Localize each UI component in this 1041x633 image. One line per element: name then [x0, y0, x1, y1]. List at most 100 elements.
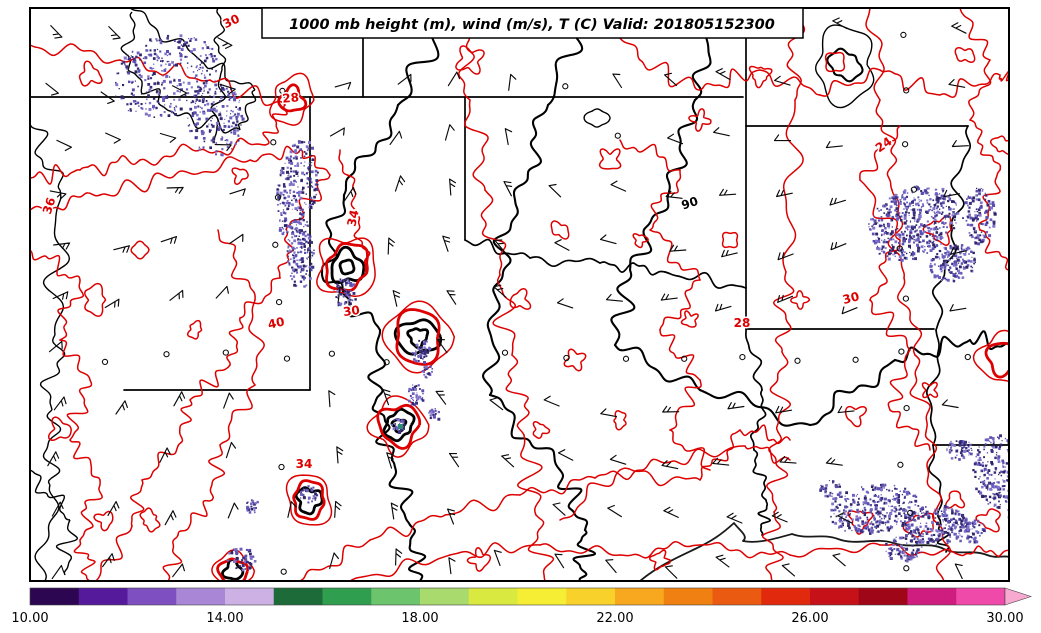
wind-barb: [830, 241, 847, 251]
calm-wind-circle: [383, 359, 390, 366]
wind-barb: [389, 130, 403, 145]
colorbar-segment: [956, 588, 1006, 605]
calm-wind-circle: [275, 298, 283, 306]
wind-barb: [775, 405, 793, 414]
colorbar-segment: [566, 588, 616, 605]
wind-barb: [612, 73, 623, 89]
wind-barb: [548, 183, 562, 198]
calm-wind-circle: [280, 568, 287, 575]
wind-barb: [721, 249, 738, 258]
wind-barb: [48, 340, 63, 353]
wind-barb: [336, 446, 344, 464]
wind-barb: [493, 549, 502, 566]
wind-barb: [343, 186, 357, 202]
calm-wind-circle: [272, 241, 279, 248]
wind-barb: [609, 454, 627, 465]
wind-barb: [51, 501, 64, 517]
wind-barb: [447, 71, 461, 87]
wind-barb: [774, 75, 791, 86]
wind-barb: [832, 553, 846, 567]
calm-wind-circle: [901, 141, 909, 148]
colorbar-segment: [810, 588, 860, 605]
wind-barb: [104, 298, 120, 309]
wind-barb: [446, 290, 457, 305]
wind-barb: [714, 303, 732, 312]
wind-barb: [841, 306, 858, 315]
wind-barb: [227, 502, 239, 519]
colorbar-segment: [420, 588, 470, 605]
wind-barb: [664, 565, 678, 579]
wind-barb: [436, 339, 448, 354]
colorbar-arrow: [1004, 587, 1032, 606]
calm-wind-circle: [278, 463, 285, 471]
wind-barb: [715, 554, 730, 568]
wind-barb: [494, 239, 506, 254]
calm-wind-circle: [563, 354, 570, 362]
contour-label: 28: [734, 316, 751, 330]
wind-barb: [50, 25, 63, 39]
wind-barb: [773, 134, 792, 142]
wind-barb: [390, 502, 399, 520]
contour-label: 30: [841, 289, 861, 307]
calm-wind-circle: [900, 31, 907, 39]
map-title: 1000 mb height (m), wind (m/s), T (C) Va…: [289, 17, 775, 33]
wind-barb: [669, 244, 687, 252]
wind-barb: [554, 239, 570, 251]
wind-barb: [837, 405, 855, 414]
wind-barb: [661, 460, 679, 470]
calm-wind-circle: [852, 356, 859, 363]
wind-barb: [173, 391, 186, 407]
teal-max-cell: [398, 424, 403, 429]
colorbar-segment: [127, 588, 177, 605]
wind-barb: [102, 553, 115, 568]
wind-barb: [171, 85, 188, 97]
wind-barb: [397, 73, 412, 85]
wind-barb: [100, 91, 115, 104]
wind-barb: [662, 405, 680, 413]
colorbar-segment: [663, 588, 714, 605]
wind-barb: [825, 141, 843, 149]
wind-barb: [334, 81, 352, 90]
wind-barb: [107, 501, 120, 516]
wind-barb: [217, 37, 233, 49]
wind-barb: [610, 180, 627, 192]
wind-barb: [113, 245, 130, 253]
wind-barb: [504, 128, 513, 146]
wind-barb: [160, 236, 178, 244]
wind-barb: [832, 17, 848, 30]
calm-wind-circle: [163, 351, 170, 358]
wind-barb: [115, 400, 128, 415]
colorbar: [29, 587, 1032, 606]
wind-barb: [164, 510, 177, 526]
wind-barb: [214, 143, 232, 152]
calm-wind-circle: [283, 355, 291, 362]
calm-wind-circle: [896, 245, 903, 252]
wind-barb: [108, 26, 121, 40]
colorbar-segment: [30, 588, 80, 605]
colorbar-segment: [858, 588, 909, 605]
colorbar-tick-label: 26.00: [791, 611, 828, 626]
wind-barb: [53, 396, 67, 411]
wind-barb: [444, 124, 455, 141]
title-box: [261, 7, 804, 39]
colorbar-segment: [761, 588, 811, 605]
calm-wind-circle: [903, 565, 910, 572]
wind-barb: [781, 563, 796, 577]
wind-barb: [287, 501, 297, 518]
wind-barb: [382, 389, 391, 406]
wind-barb: [663, 506, 679, 518]
calm-wind-circle: [903, 87, 910, 94]
wind-barb: [493, 284, 507, 298]
wind-barb: [166, 186, 184, 194]
wind-barb: [713, 127, 730, 137]
wind-barb: [49, 190, 67, 200]
calm-wind-circle: [902, 295, 910, 302]
wind-barb: [105, 132, 121, 144]
wind-barb: [664, 72, 678, 86]
calm-wind-circle: [328, 350, 336, 357]
wind-barb: [394, 175, 406, 192]
calm-wind-circle: [794, 357, 801, 364]
